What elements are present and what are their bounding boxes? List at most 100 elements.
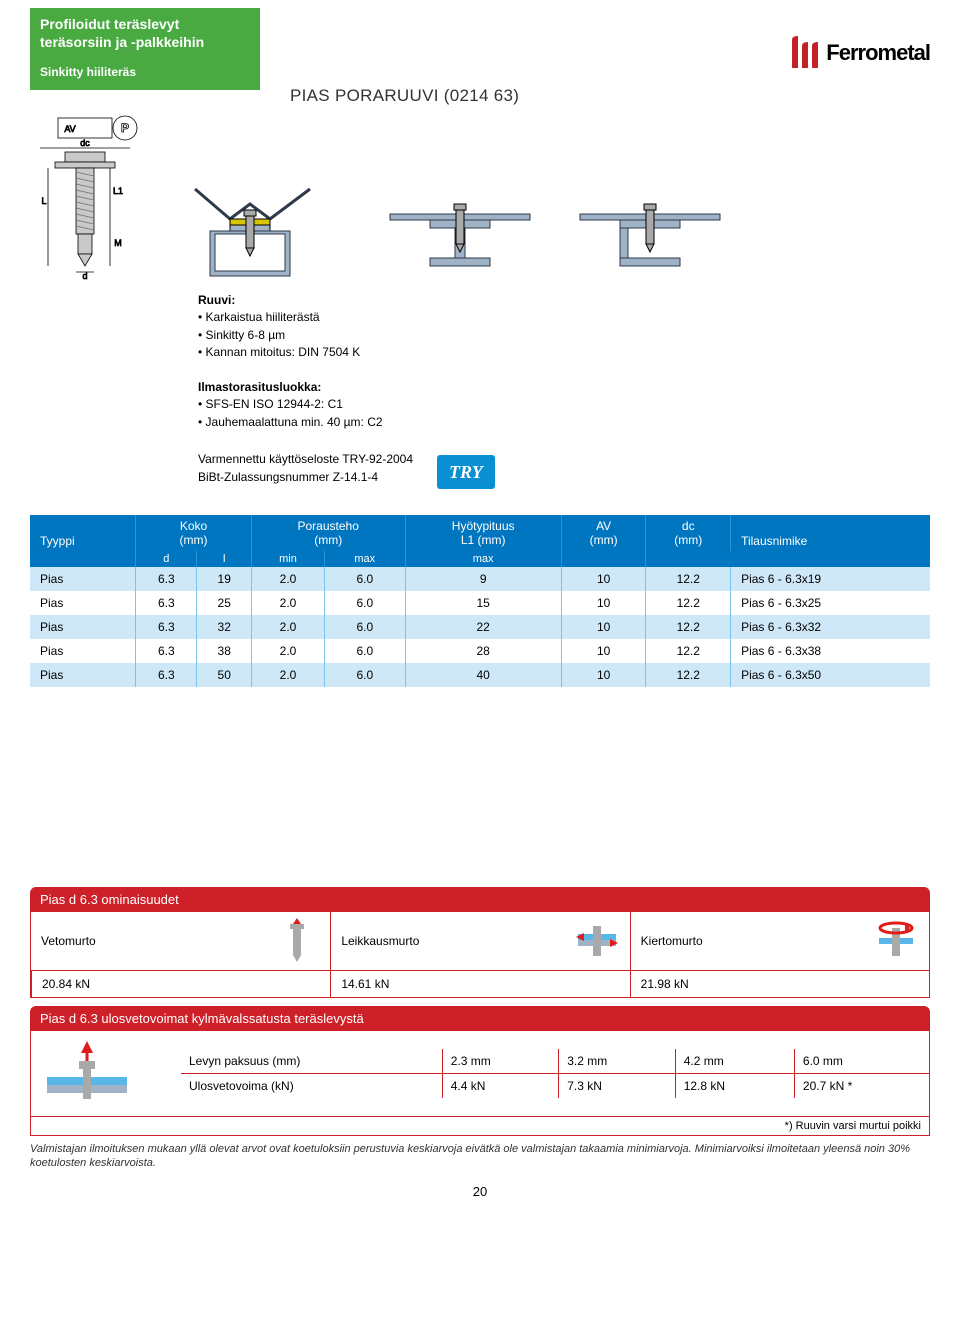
pull-row-label: Ulosvetovoima (kN) [181, 1073, 442, 1098]
pull-val: 4.4 kN [442, 1073, 558, 1098]
install-diagram-1 [190, 164, 350, 284]
pull-col: 3.2 mm [559, 1049, 675, 1074]
table-cell: 12.2 [646, 567, 731, 591]
header-line1: Profiloidut teräslevyt [40, 16, 250, 34]
table-cell: 38 [197, 639, 251, 663]
table-cell: 32 [197, 615, 251, 639]
table-cell: 15 [405, 591, 561, 615]
table-cell: 50 [197, 663, 251, 687]
svg-text:P: P [121, 121, 129, 135]
torque-icon [873, 918, 919, 964]
spec-block: Ruuvi: Karkaistua hiiliterästä Sinkitty … [30, 292, 930, 489]
table-cell: 6.3 [136, 567, 197, 591]
pullout-title: Pias d 6.3 ulosvetovoimat kylmävalssatus… [30, 1006, 930, 1031]
table-cell: Pias 6 - 6.3x25 [731, 591, 930, 615]
prop-label: Kiertomurto [641, 934, 703, 948]
footnote: Valmistajan ilmoituksen mukaan yllä olev… [30, 1142, 930, 1171]
th-dc: dc(mm) [646, 515, 731, 551]
th-l: l [197, 551, 251, 567]
table-cell: 2.0 [251, 615, 324, 639]
pull-row-label: Levyn paksuus (mm) [181, 1049, 442, 1074]
pull-val: 7.3 kN [559, 1073, 675, 1098]
table-cell: 6.0 [325, 567, 405, 591]
svg-text:M: M [114, 238, 122, 248]
table-cell: 25 [197, 591, 251, 615]
properties-title: Pias d 6.3 ominaisuudet [30, 887, 930, 912]
table-cell: 6.0 [325, 663, 405, 687]
pull-col: 2.3 mm [442, 1049, 558, 1074]
spec-ruuvi-item: Karkaistua hiiliterästä [198, 309, 495, 326]
th-koko: Koko(mm) [136, 515, 252, 551]
svg-text:L: L [41, 196, 46, 206]
table-cell: 6.3 [136, 639, 197, 663]
tensile-icon [274, 918, 320, 964]
pullout-block: Pias d 6.3 ulosvetovoimat kylmävalssatus… [30, 1006, 930, 1136]
table-cell: 2.0 [251, 567, 324, 591]
table-cell: Pias [30, 615, 136, 639]
table-cell: Pias [30, 591, 136, 615]
table-cell: 6.3 [136, 615, 197, 639]
th-porausteho: Porausteho(mm) [251, 515, 405, 551]
table-row: Pias6.3192.06.091012.2Pias 6 - 6.3x19 [30, 567, 930, 591]
spec-ruuvi-heading: Ruuvi: [198, 292, 495, 309]
install-diagram-2 [380, 164, 540, 284]
prop-label: Leikkausmurto [341, 934, 419, 948]
table-cell: 6.3 [136, 591, 197, 615]
table-cell: 12.2 [646, 639, 731, 663]
prop-value: 21.98 kN [641, 977, 689, 991]
table-cell: Pias [30, 567, 136, 591]
table-cell: 10 [561, 639, 646, 663]
screw-schematic: P AV dc L L1 M d [30, 114, 160, 284]
logo-icon [786, 36, 826, 70]
table-row: Pias6.3382.06.0281012.2Pias 6 - 6.3x38 [30, 639, 930, 663]
table-cell: 9 [405, 567, 561, 591]
table-cell: Pias [30, 663, 136, 687]
table-row: Pias6.3502.06.0401012.2Pias 6 - 6.3x50 [30, 663, 930, 687]
table-cell: 12.2 [646, 591, 731, 615]
table-cell: Pias 6 - 6.3x32 [731, 615, 930, 639]
table-cell: 6.0 [325, 591, 405, 615]
pullout-table: Levyn paksuus (mm) 2.3 mm 3.2 mm 4.2 mm … [181, 1049, 929, 1098]
pull-col: 4.2 mm [675, 1049, 794, 1074]
th-max: max [325, 551, 405, 567]
install-diagram-3 [570, 164, 730, 284]
table-cell: 2.0 [251, 639, 324, 663]
svg-text:L1: L1 [113, 186, 123, 196]
th-max2: max [405, 551, 561, 567]
table-cell: 6.0 [325, 639, 405, 663]
properties-block: Pias d 6.3 ominaisuudet Vetomurto Leikka… [30, 887, 930, 998]
prop-value: 14.61 kN [341, 977, 389, 991]
table-cell: 6.3 [136, 663, 197, 687]
th-tilaus: Tilausnimike [731, 515, 930, 567]
svg-text:dc: dc [80, 138, 90, 148]
spec-extra: Varmennettu käyttöseloste TRY-92-2004 [198, 451, 413, 468]
try-badge: TRY [437, 455, 495, 489]
spec-ruuvi-item: Kannan mitoitus: DIN 7504 K [198, 344, 495, 361]
table-row: Pias6.3322.06.0221012.2Pias 6 - 6.3x32 [30, 615, 930, 639]
table-cell: 6.0 [325, 615, 405, 639]
page-number: 20 [30, 1184, 930, 1199]
prop-value-cell: 20.84 kN [31, 970, 330, 997]
th-min: min [251, 551, 324, 567]
spec-ilmasto-item: Jauhemaalattuna min. 40 µm: C2 [198, 414, 495, 431]
table-cell: 10 [561, 591, 646, 615]
spec-ilmasto-heading: Ilmastorasitusluokka: [198, 379, 495, 396]
table-cell: 22 [405, 615, 561, 639]
spec-extra: BiBt-Zulassungsnummer Z-14.1-4 [198, 469, 413, 486]
spec-table: Tyyppi Koko(mm) Porausteho(mm) Hyötypitu… [30, 515, 930, 687]
prop-label: Vetomurto [41, 934, 96, 948]
svg-text:AV: AV [64, 124, 75, 134]
prop-value: 20.84 kN [42, 977, 90, 991]
prop-cell: Leikkausmurto [330, 912, 629, 970]
table-row: Pias6.3252.06.0151012.2Pias 6 - 6.3x25 [30, 591, 930, 615]
svg-text:d: d [82, 271, 87, 281]
table-cell: 2.0 [251, 591, 324, 615]
table-cell: Pias 6 - 6.3x50 [731, 663, 930, 687]
pullout-note: *) Ruuvin varsi murtui poikki [31, 1116, 929, 1135]
table-cell: 12.2 [646, 615, 731, 639]
logo-text: Ferrometal [826, 40, 930, 66]
table-cell: Pias [30, 639, 136, 663]
table-cell: 28 [405, 639, 561, 663]
spec-text: Ruuvi: Karkaistua hiiliterästä Sinkitty … [198, 292, 495, 489]
table-cell: Pias 6 - 6.3x19 [731, 567, 930, 591]
